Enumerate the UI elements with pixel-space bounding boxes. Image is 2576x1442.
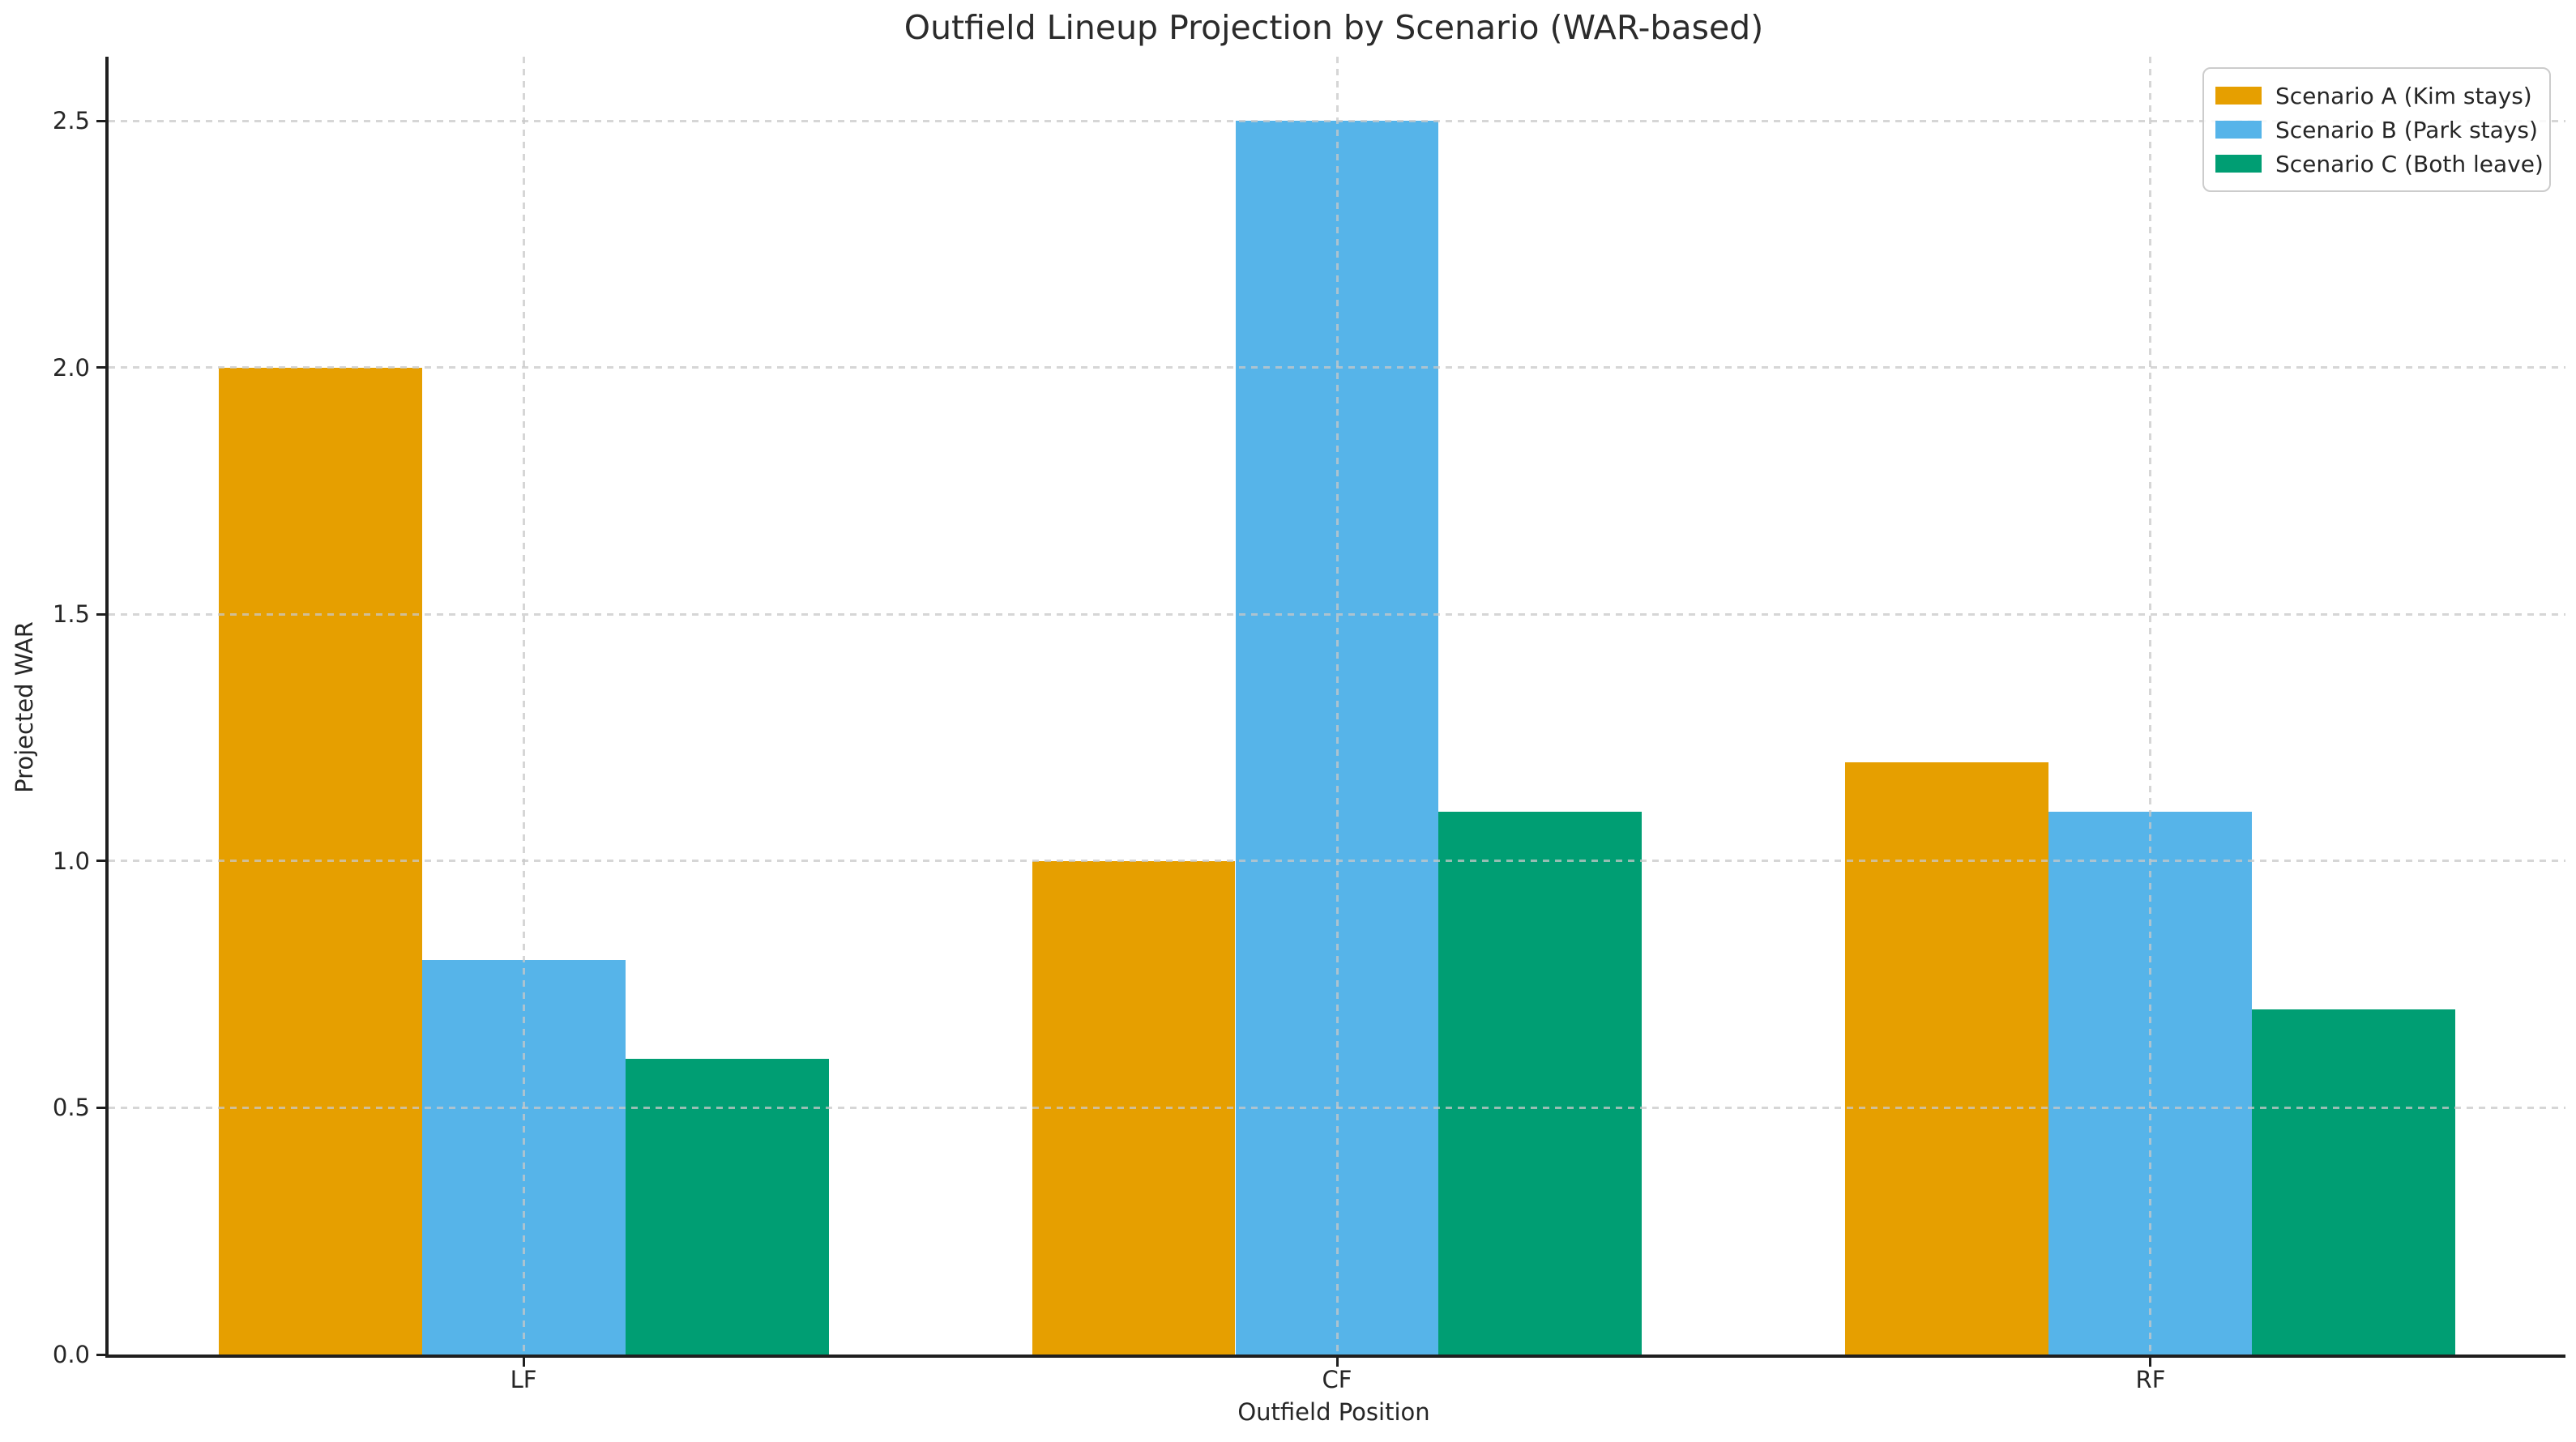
y-tick-mark (96, 1106, 105, 1109)
gridline-vertical (1335, 57, 1339, 1355)
y-tick-label: 0.0 (52, 1341, 90, 1368)
bar-cf-series-3 (1438, 811, 1643, 1355)
legend-item: Scenario C (Both leave) (2215, 147, 2544, 181)
bar-rf-series-1 (1845, 762, 2049, 1355)
y-tick-label: 2.0 (52, 353, 90, 382)
y-tick-label: 2.5 (52, 107, 90, 135)
y-axis-label: Projected WAR (11, 621, 38, 793)
y-tick-mark (96, 1353, 105, 1356)
x-axis-label: Outfield Position (1237, 1398, 1430, 1426)
legend-label: Scenario B (Park stays) (2275, 116, 2538, 143)
legend-swatch (2215, 87, 2262, 105)
bar-lf-series-3 (625, 1058, 829, 1355)
y-tick-label: 1.5 (52, 600, 90, 629)
x-tick-label: RF (2135, 1366, 2166, 1393)
y-tick-label: 0.5 (52, 1094, 90, 1122)
legend-item: Scenario A (Kim stays) (2215, 79, 2538, 113)
plot-area (105, 57, 2565, 1358)
y-tick-label: 1.0 (52, 847, 90, 875)
y-tick-mark (96, 366, 105, 369)
legend-label: Scenario C (Both leave) (2275, 150, 2544, 177)
x-tick-label: LF (510, 1366, 537, 1393)
legend-swatch (2215, 121, 2262, 139)
gridline-vertical (2149, 57, 2152, 1355)
bar-rf-series-3 (2252, 1009, 2456, 1355)
x-tick-mark (2149, 1358, 2152, 1367)
legend: Scenario A (Kim stays) Scenario B (Park s… (2202, 67, 2551, 192)
legend-label: Scenario A (Kim stays) (2275, 82, 2532, 109)
y-tick-mark (96, 119, 105, 122)
legend-swatch (2215, 155, 2262, 173)
y-tick-mark (96, 612, 105, 616)
x-tick-mark (1335, 1358, 1339, 1367)
y-tick-mark (96, 860, 105, 863)
chart-title: Outfield Lineup Projection by Scenario (… (904, 8, 1764, 47)
legend-item: Scenario B (Park stays) (2215, 113, 2538, 147)
gridline-vertical (522, 57, 525, 1355)
x-tick-mark (522, 1358, 525, 1367)
x-tick-label: CF (1322, 1366, 1352, 1393)
